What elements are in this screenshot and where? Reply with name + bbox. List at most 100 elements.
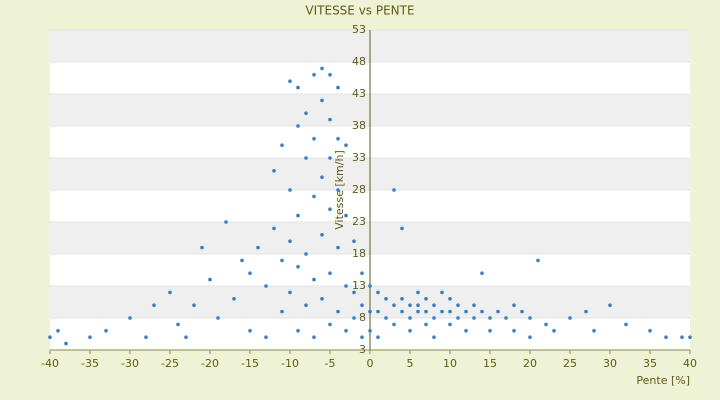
point: [400, 309, 404, 314]
y-tick-label: 18: [352, 247, 366, 260]
point: [472, 303, 476, 308]
point: [128, 316, 132, 320]
x-tick-label: -25: [161, 357, 179, 370]
point: [224, 220, 228, 224]
y-tick-label: 13: [352, 279, 366, 292]
point: [320, 297, 324, 301]
point: [296, 329, 300, 333]
point: [400, 226, 404, 231]
point: [280, 143, 284, 147]
point: [248, 329, 252, 333]
point: [328, 156, 332, 160]
point: [464, 329, 468, 333]
point: [440, 309, 444, 314]
point: [440, 290, 444, 295]
point: [240, 258, 244, 263]
point: [104, 329, 108, 333]
y-tick-label: 33: [352, 151, 366, 164]
point: [144, 335, 148, 340]
point: [592, 329, 596, 333]
point: [688, 335, 692, 340]
point: [384, 297, 388, 301]
point: [584, 309, 588, 314]
point: [448, 322, 452, 327]
point: [328, 207, 332, 211]
point: [504, 316, 508, 320]
x-tick-label: 30: [603, 357, 617, 370]
point: [512, 329, 516, 333]
y-tick-label: 28: [352, 183, 366, 196]
point: [336, 85, 340, 90]
point: [344, 143, 348, 147]
point: [304, 111, 308, 115]
point: [464, 309, 468, 314]
point: [528, 316, 532, 320]
point: [624, 322, 628, 327]
y-tick-label: 48: [352, 55, 366, 68]
point: [304, 252, 308, 256]
point: [208, 277, 212, 282]
point: [328, 271, 332, 276]
point: [264, 335, 268, 340]
point: [272, 226, 276, 231]
point: [488, 316, 492, 320]
point: [184, 335, 188, 340]
point: [488, 329, 492, 333]
point: [448, 309, 452, 314]
point: [336, 245, 340, 250]
x-tick-label: -35: [81, 357, 99, 370]
point: [416, 303, 420, 308]
point: [408, 303, 412, 308]
point: [432, 335, 436, 340]
point: [424, 297, 428, 301]
point: [256, 245, 260, 250]
point: [216, 316, 220, 320]
point: [48, 335, 52, 340]
point: [416, 309, 420, 314]
point: [360, 271, 364, 276]
point: [400, 297, 404, 301]
chart-title: VITESSE vs PENTE: [305, 4, 414, 18]
y-tick-label: 38: [352, 119, 366, 132]
point: [192, 303, 196, 308]
point: [536, 258, 540, 263]
x-tick-label: -40: [41, 357, 59, 370]
point: [352, 290, 356, 295]
point: [424, 322, 428, 327]
point: [328, 117, 332, 122]
point: [336, 137, 340, 141]
point: [520, 309, 524, 314]
point: [680, 335, 684, 340]
point: [352, 239, 356, 243]
point: [392, 322, 396, 327]
point: [408, 316, 412, 320]
point: [280, 258, 284, 263]
point: [448, 297, 452, 301]
point: [312, 335, 316, 340]
point: [424, 309, 428, 314]
point: [320, 66, 324, 71]
point: [344, 213, 348, 218]
x-tick-label: 15: [483, 357, 497, 370]
point: [248, 271, 252, 276]
point: [456, 303, 460, 308]
point: [88, 335, 92, 340]
point: [432, 316, 436, 320]
point: [168, 290, 172, 295]
point: [392, 188, 396, 192]
point: [304, 303, 308, 308]
point: [336, 188, 340, 192]
point: [200, 245, 204, 250]
x-axis-label: Pente [%]: [636, 374, 690, 387]
point: [544, 322, 548, 327]
x-tick-label: 5: [407, 357, 414, 370]
y-tick-label: 43: [352, 87, 366, 100]
point: [368, 309, 372, 314]
point: [328, 73, 332, 77]
x-tick-label: -10: [281, 357, 299, 370]
x-tick-label: -20: [201, 357, 219, 370]
point: [344, 284, 348, 288]
point: [152, 303, 156, 308]
point: [352, 316, 356, 320]
